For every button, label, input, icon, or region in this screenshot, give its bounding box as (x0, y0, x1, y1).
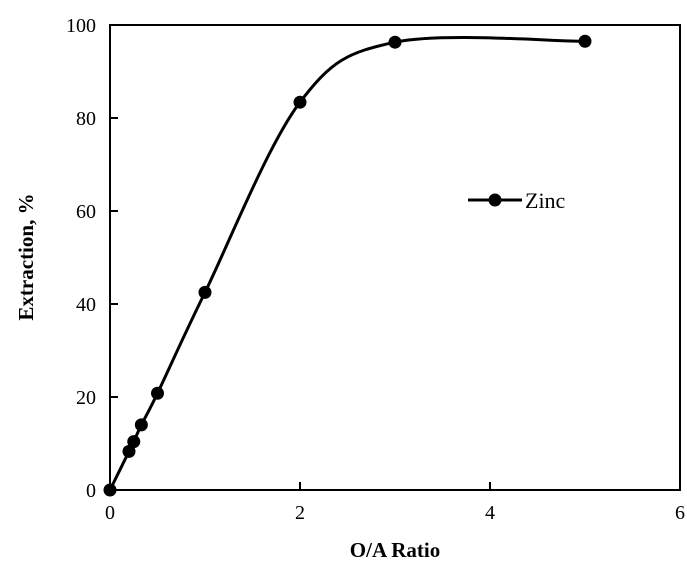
legend: Zinc (468, 188, 566, 213)
x-tick-label: 4 (485, 502, 495, 524)
data-point (122, 444, 136, 458)
y-axis: 0 20 40 60 80 100 (66, 15, 118, 502)
legend-label: Zinc (525, 188, 566, 213)
data-point (198, 285, 212, 299)
data-point (151, 386, 164, 400)
x-tick-label: 2 (295, 502, 305, 524)
zinc-data-points (103, 34, 592, 497)
y-tick-label: 60 (76, 201, 96, 223)
zinc-series-line (108, 35, 586, 491)
y-tick-label: 100 (66, 15, 96, 37)
data-point (127, 435, 141, 449)
y-axis-title: Extraction, % (14, 193, 38, 320)
x-tick-label: 6 (675, 502, 685, 524)
data-point (293, 95, 307, 109)
data-point (578, 34, 592, 48)
plot-frame (109, 24, 681, 491)
x-tick-label: 0 (105, 502, 115, 524)
x-axis-title: O/A Ratio (350, 538, 440, 562)
y-tick-label: 80 (76, 108, 96, 130)
x-axis: 0 2 4 6 (105, 482, 685, 524)
data-point (103, 483, 117, 497)
y-tick-label: 0 (86, 480, 96, 502)
y-tick-label: 40 (76, 294, 96, 316)
data-point (134, 418, 148, 432)
y-tick-label: 20 (76, 387, 96, 409)
data-point (388, 35, 402, 49)
legend-marker (488, 193, 502, 207)
